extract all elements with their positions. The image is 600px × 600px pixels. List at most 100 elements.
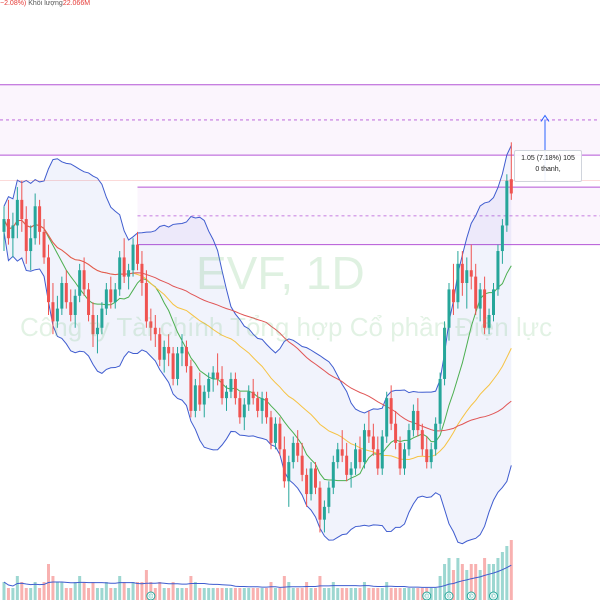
dividend-marker-glyph: © [469, 594, 474, 600]
candle [354, 442, 358, 475]
candle-body [24, 219, 28, 252]
candle [251, 378, 255, 405]
candle [38, 199, 42, 245]
candle [229, 372, 233, 399]
candle [362, 423, 366, 469]
candle-body [385, 398, 389, 437]
candle-body [273, 423, 277, 443]
volume-bar [429, 588, 433, 600]
volume-bar [354, 588, 358, 600]
candle [136, 231, 139, 271]
candle-body [167, 346, 171, 354]
candle [483, 276, 487, 335]
band-fill [4, 145, 512, 544]
volume-bar [78, 576, 82, 600]
volume-bar [118, 576, 122, 600]
candle [131, 238, 135, 277]
volume-bar [220, 588, 224, 600]
volume-bar [60, 582, 64, 600]
volume-bar [398, 588, 402, 600]
volume-bar [162, 588, 166, 600]
last-price-dot [509, 179, 513, 183]
candle-body [478, 289, 482, 309]
candle-body [314, 468, 317, 488]
candle-body [184, 346, 188, 367]
candle [416, 398, 420, 437]
volume-bar [131, 582, 135, 600]
candle-body [474, 276, 478, 309]
volume-bar [15, 576, 19, 600]
candle-body [229, 378, 233, 392]
volume-bar [420, 588, 424, 600]
volume-bar [500, 552, 504, 600]
candle [420, 423, 424, 456]
candle [358, 436, 362, 469]
candle-body [398, 442, 402, 469]
candle [478, 283, 482, 322]
volume-bar [318, 576, 322, 600]
candle [29, 225, 33, 271]
dividend-marker-circle [422, 591, 432, 600]
candle [171, 346, 175, 386]
volume-bar [447, 558, 451, 600]
candle [438, 372, 442, 431]
volume-bar [416, 588, 420, 600]
candle-body [394, 423, 398, 443]
volume-bar [47, 564, 50, 600]
candle [505, 174, 509, 232]
candle-body [242, 404, 246, 418]
candle [394, 410, 398, 450]
candle [336, 442, 340, 469]
volume-bar [198, 588, 202, 600]
candle-body [171, 353, 175, 379]
candle [509, 142, 513, 200]
volume-bar [171, 582, 175, 600]
volume-bar [492, 564, 495, 600]
volume-bar [349, 588, 353, 600]
volume-bar [460, 564, 464, 600]
dividend-marker: © [466, 591, 476, 600]
candle [500, 219, 504, 264]
candle-body [416, 410, 420, 431]
candle-body [318, 487, 322, 520]
candle [113, 283, 117, 309]
volume-bar [216, 588, 220, 600]
volume-bar [487, 564, 491, 600]
candle [180, 334, 184, 367]
candle-body [265, 398, 269, 418]
candle-body [434, 423, 438, 450]
volume-bar [309, 588, 313, 600]
candle-body [153, 327, 157, 335]
dividend-marker-glyph: © [447, 594, 452, 600]
candle-body [483, 289, 487, 328]
candle-body [122, 257, 126, 277]
volume-bar [140, 582, 144, 600]
candle-body [144, 283, 148, 322]
candle [95, 314, 99, 354]
volume-label: Khối lượng [28, 0, 63, 7]
volume-bar [55, 582, 59, 600]
candle-body [322, 506, 326, 520]
candle-body [256, 398, 260, 411]
candle-body [104, 289, 108, 309]
candle-body [371, 436, 375, 450]
candle [33, 193, 37, 245]
volume-bar [38, 588, 42, 600]
volume-bar [451, 570, 455, 600]
dividend-marker: © [489, 591, 498, 600]
candle-body [403, 449, 406, 469]
candle [443, 321, 447, 386]
candle [451, 263, 455, 315]
measure-tooltip: 1.05 (7.18%) 105 0 thanh, [514, 150, 582, 182]
candle [207, 372, 211, 399]
candle [487, 308, 491, 335]
candle [411, 404, 415, 437]
volume-bar [371, 588, 375, 600]
candle-body [162, 346, 166, 360]
candle-body [362, 430, 366, 463]
volume-bar [167, 588, 171, 600]
candle-body [309, 468, 313, 495]
candle-body [367, 430, 371, 437]
candle [371, 423, 375, 456]
